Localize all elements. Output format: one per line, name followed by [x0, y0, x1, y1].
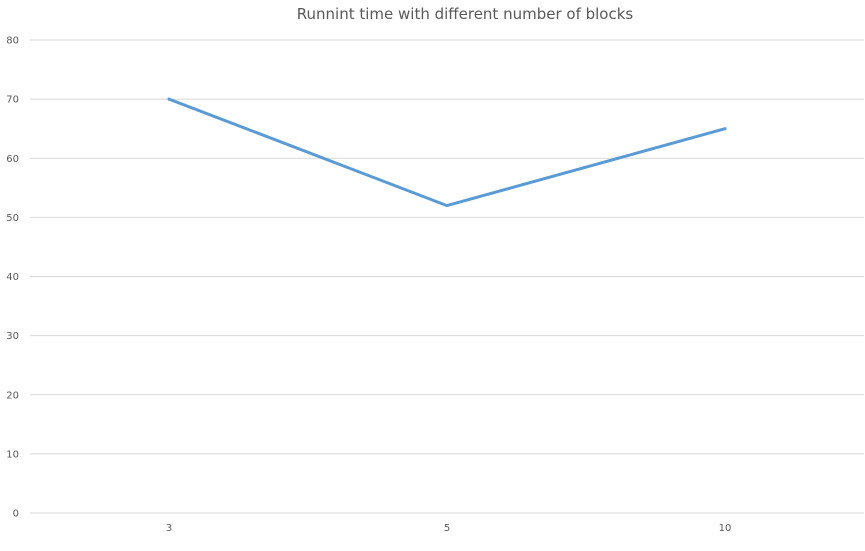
data-point — [445, 204, 449, 208]
y-tick-label: 20 — [6, 390, 19, 401]
data-point — [723, 127, 727, 131]
x-tick-label: 3 — [166, 523, 172, 534]
y-tick-label: 40 — [6, 272, 19, 283]
x-tick-label: 5 — [444, 523, 450, 534]
y-tick-label: 50 — [6, 213, 19, 224]
x-axis: 3 5 10 — [166, 523, 732, 534]
y-tick-label: 10 — [6, 449, 19, 460]
y-tick-label: 60 — [6, 154, 19, 165]
y-tick-label: 70 — [6, 95, 19, 106]
y-tick-label: 80 — [6, 36, 19, 47]
y-tick-label: 30 — [6, 331, 19, 342]
x-tick-label: 10 — [719, 523, 732, 534]
y-tick-label: 0 — [13, 509, 19, 520]
data-point — [167, 97, 171, 101]
y-axis: 0 10 20 30 40 50 60 70 80 — [6, 36, 19, 520]
series-line-1 — [167, 97, 727, 208]
gridlines — [30, 39, 864, 514]
chart-title: Runnint time with different number of bl… — [297, 5, 634, 23]
series-layer — [167, 97, 727, 208]
